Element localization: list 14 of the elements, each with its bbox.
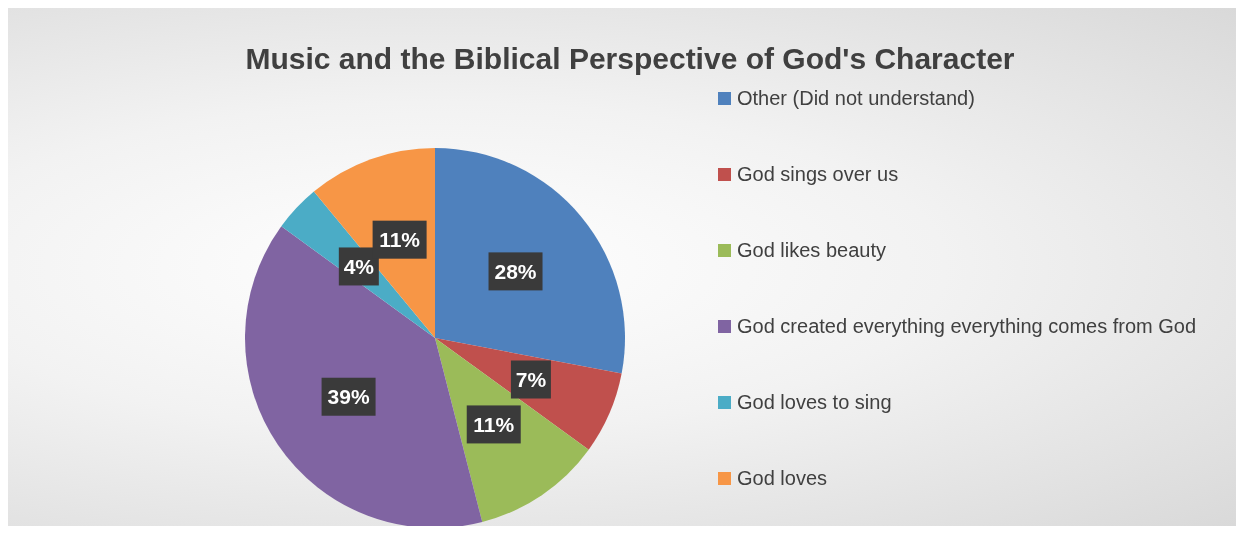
data-label: 7% bbox=[515, 368, 547, 391]
legend-label: God created everything everything comes from God bbox=[736, 313, 1198, 339]
legend-label: Other (Did not understand) bbox=[737, 86, 975, 109]
data-label: 4% bbox=[343, 254, 375, 278]
data-label: 39% bbox=[327, 385, 370, 409]
legend-label: God loves bbox=[736, 465, 829, 491]
data-label: 11% bbox=[379, 228, 421, 252]
pie-slice bbox=[435, 148, 625, 374]
legend-label: God sings over us bbox=[736, 161, 900, 187]
legend-label: God loves to sing bbox=[736, 389, 893, 415]
data-label: 11% bbox=[473, 412, 515, 436]
data-label: 28% bbox=[494, 259, 537, 283]
chart-title: Music and the Biblical Perspective of God's Character bbox=[244, 42, 1016, 76]
legend-label: God likes beauty bbox=[736, 237, 887, 263]
